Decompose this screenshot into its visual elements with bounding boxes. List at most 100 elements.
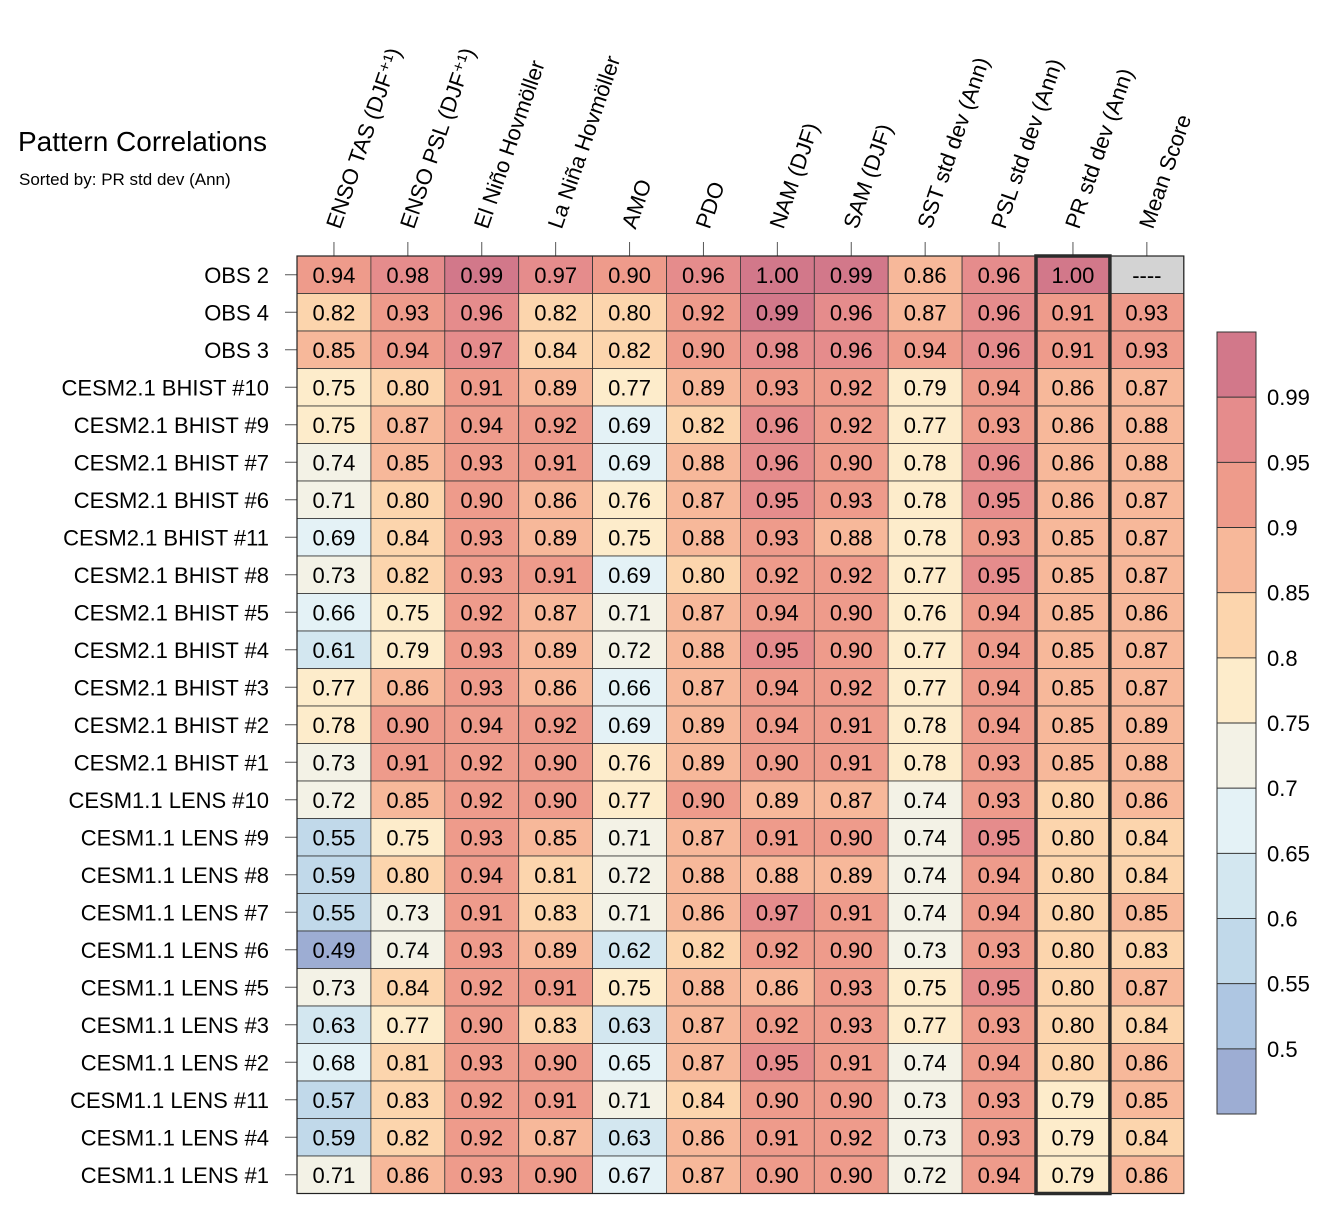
cell-value-label: 0.98 xyxy=(386,263,429,288)
cell-value-label: 0.86 xyxy=(1125,600,1168,625)
heatmap-cell xyxy=(518,893,594,932)
cell-value-label: 0.82 xyxy=(386,563,429,588)
heatmap-cell xyxy=(961,555,1037,594)
cell-value-label: ---- xyxy=(1132,263,1161,288)
heatmap-cell xyxy=(740,1005,815,1044)
cell-value-label: 0.90 xyxy=(460,488,503,513)
column-label-el-ni-o-hovm-ller: El Niño Hovmöller xyxy=(469,57,550,232)
cell-value-label: 0.85 xyxy=(1052,675,1095,700)
heatmap-cell xyxy=(813,855,889,894)
heatmap-cell xyxy=(592,518,667,557)
heatmap-cell xyxy=(740,593,815,632)
cell-value-label: 0.76 xyxy=(608,750,651,775)
heatmap-cell xyxy=(961,480,1037,519)
colorbar-swatch xyxy=(1217,462,1256,528)
cell-value-label: 1.00 xyxy=(1052,263,1095,288)
cell-value-label: 0.74 xyxy=(904,788,947,813)
cell-value-label: 0.73 xyxy=(313,750,356,775)
colorbar-tick-label: 0.99 xyxy=(1267,385,1310,410)
colorbar-tick-label: 0.8 xyxy=(1267,646,1298,671)
heatmap-cell xyxy=(444,1043,520,1082)
colorbar-swatch xyxy=(1217,853,1256,919)
colorbar-swatch xyxy=(1217,918,1256,984)
cell-value-label: 0.94 xyxy=(460,713,503,738)
cell-value-label: 0.75 xyxy=(313,413,356,438)
heatmap-cell xyxy=(1035,405,1111,444)
cell-value-label: 0.61 xyxy=(313,638,356,663)
cell-value-label: 0.96 xyxy=(830,300,873,325)
cell-value-label: 0.93 xyxy=(978,413,1021,438)
cell-value-label: 0.85 xyxy=(1125,1088,1168,1113)
heatmap-cell xyxy=(887,893,963,932)
heatmap-cell xyxy=(666,818,741,857)
cell-value-label: 0.77 xyxy=(608,375,651,400)
heatmap-cell xyxy=(1035,1005,1111,1044)
cell-value-label: 0.81 xyxy=(534,863,577,888)
heatmap-cell xyxy=(592,330,667,369)
cell-value-label: 0.90 xyxy=(756,1163,799,1188)
column-label-enso-psl-djf: ENSO PSL (DJF⁺¹) xyxy=(395,45,480,232)
cell-value-label: 0.72 xyxy=(608,863,651,888)
row-label-cesm1-1-lens-4: CESM1.1 LENS #4 xyxy=(81,1125,269,1150)
heatmap-cell xyxy=(1109,1043,1185,1082)
cell-value-label: 0.86 xyxy=(1125,788,1168,813)
cell-value-label: 0.94 xyxy=(756,675,799,700)
heatmap-cell xyxy=(813,968,889,1007)
heatmap-cell xyxy=(1035,1118,1111,1157)
cell-value-label: 0.86 xyxy=(1052,488,1095,513)
cell-value-label: 0.85 xyxy=(1052,750,1095,775)
row-label-cesm1-1-lens-3: CESM1.1 LENS #3 xyxy=(81,1013,269,1038)
heatmap-cell xyxy=(592,968,667,1007)
column-label-sst-std-dev-ann: SST std dev (Ann) xyxy=(912,54,994,232)
heatmap-cell xyxy=(592,855,667,894)
heatmap-cell xyxy=(1035,893,1111,932)
cell-value-label: 0.92 xyxy=(534,413,577,438)
cell-value-label: 0.72 xyxy=(904,1163,947,1188)
cell-value-label: 0.87 xyxy=(682,1013,725,1038)
row-label-cesm2-1-bhist-11: CESM2.1 BHIST #11 xyxy=(63,525,269,550)
colorbar-swatch xyxy=(1217,527,1256,593)
heatmap-cell xyxy=(666,743,741,782)
row-label-cesm2-1-bhist-10: CESM2.1 BHIST #10 xyxy=(62,375,269,400)
heatmap-cell xyxy=(444,518,520,557)
cell-value-label: 0.92 xyxy=(460,750,503,775)
heatmap-cell xyxy=(813,555,889,594)
column-label-pr-std-dev-ann: PR std dev (Ann) xyxy=(1060,65,1138,232)
heatmap-cell xyxy=(813,330,889,369)
heatmap-cell xyxy=(813,705,889,744)
heatmap-cell xyxy=(296,480,372,519)
heatmap-cell xyxy=(1109,930,1185,969)
cell-value-label: 0.97 xyxy=(534,263,577,288)
cell-value-label: 0.87 xyxy=(682,825,725,850)
cell-value-label: 0.87 xyxy=(830,788,873,813)
cell-value-label: 0.79 xyxy=(1052,1125,1095,1150)
cell-value-label: 0.87 xyxy=(534,600,577,625)
heatmap-cell xyxy=(887,443,963,482)
cell-value-label: 0.93 xyxy=(830,1013,873,1038)
cell-value-label: 0.69 xyxy=(608,450,651,475)
cell-value-label: 0.87 xyxy=(682,600,725,625)
heatmap-cell xyxy=(518,443,594,482)
cell-value-label: 0.72 xyxy=(608,638,651,663)
heatmap-cell xyxy=(518,630,594,669)
colorbar-swatch xyxy=(1217,397,1256,463)
heatmap-cell xyxy=(296,630,372,669)
heatmap-cell xyxy=(296,443,372,482)
cell-value-label: 0.85 xyxy=(386,450,429,475)
cell-value-label: 0.90 xyxy=(386,713,429,738)
cell-value-label: 0.67 xyxy=(608,1163,651,1188)
heatmap-cell xyxy=(1035,518,1111,557)
heatmap-cell xyxy=(592,818,667,857)
heatmap-cell xyxy=(1109,293,1185,332)
cell-value-label: 0.93 xyxy=(460,675,503,700)
cell-value-label: 0.80 xyxy=(1052,863,1095,888)
cell-value-label: 0.66 xyxy=(608,675,651,700)
cell-value-label: 0.80 xyxy=(608,300,651,325)
cell-value-label: 0.92 xyxy=(830,375,873,400)
cell-value-label: 0.87 xyxy=(682,1163,725,1188)
cell-value-label: 0.93 xyxy=(830,975,873,1000)
heatmap-cell xyxy=(887,780,963,819)
heatmap-cell xyxy=(666,1155,741,1194)
cell-value-label: 0.89 xyxy=(682,713,725,738)
cell-value-label: 0.91 xyxy=(830,900,873,925)
